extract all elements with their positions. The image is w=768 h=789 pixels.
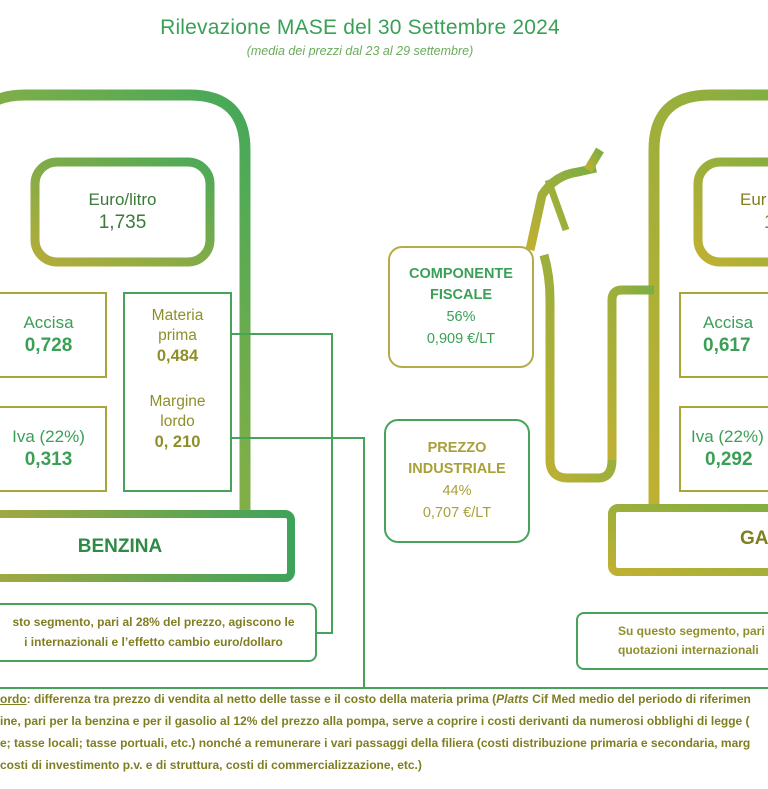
prezzo-industriale-percent: 44%: [442, 483, 472, 499]
benzina-iva-label: Iva (22%): [12, 426, 85, 446]
nozzle-spout: [544, 178, 570, 232]
footnote: ordo: differenza tra prezzo di vendita a…: [0, 688, 768, 776]
right-pump-base: [608, 504, 768, 576]
benzina-industrial-box: Materia prima 0,484 Margine lordo 0, 210: [123, 292, 232, 492]
componente-fiscale-box: COMPONENTE FISCALE 56% 0,909 €/LT: [388, 246, 534, 368]
gasolio-price-display: Eur 1: [708, 172, 768, 252]
nozzle-hose: [539, 253, 617, 483]
benzina-margine-value: 0, 210: [154, 433, 201, 451]
right-pump-body: [648, 89, 768, 520]
gasolio-note-box: Su questo segmento, pari quotazioni inte…: [576, 612, 768, 670]
nozzle-tip: [584, 147, 604, 173]
footnote-line-1-text: : differenza tra prezzo di vendita al ne…: [26, 692, 497, 706]
prezzo-industriale-value: 0,707 €/LT: [422, 504, 492, 521]
benzina-note-line-2: i internazionali e l’effetto cambio euro…: [24, 634, 283, 649]
componente-fiscale-percent: 56%: [446, 309, 476, 325]
gasolio-price-value: 1: [740, 211, 768, 236]
connector-margine-to-footnote: [231, 437, 365, 688]
componente-fiscale-title-1: COMPONENTE: [409, 265, 513, 282]
footnote-line-1-rest: Cif Med medio del periodo di riferimen: [528, 692, 751, 706]
nozzle-pipe: [607, 285, 654, 460]
gasolio-accisa-label: Accisa: [703, 312, 754, 332]
benzina-price-display: Euro/litro 1,735: [45, 172, 200, 252]
benzina-price-value: 1,735: [98, 211, 147, 233]
footnote-line-3: e; tasse locali; tasse portuali, etc.) n…: [0, 736, 751, 750]
benzina-note-line-1: sto segmento, pari al 28% del prezzo, ag…: [12, 615, 295, 630]
benzina-materia-value: 0,484: [156, 347, 199, 366]
gasolio-note-line-2: quotazioni internazionali: [618, 643, 759, 657]
benzina-label: BENZINA: [77, 536, 163, 557]
gasolio-accisa-box: Accisa 0,617: [679, 292, 768, 378]
benzina-accisa-value: 0,728: [24, 334, 73, 356]
componente-fiscale-title-2: FISCALE: [429, 287, 493, 304]
componente-fiscale-value: 0,909 €/LT: [426, 330, 496, 347]
prezzo-industriale-box: PREZZO INDUSTRIALE 44% 0,707 €/LT: [384, 419, 530, 543]
page-subtitle: (media dei prezzi dal 23 al 29 settembre…: [246, 44, 474, 58]
left-pump-screen: [30, 157, 215, 267]
benzina-price-label: Euro/litro: [88, 189, 157, 209]
nozzle-handle: [525, 163, 597, 251]
benzina-margine-label-2: lordo: [160, 412, 195, 430]
benzina-materia-label-2: prima: [158, 327, 197, 345]
gasolio-note-line-1: Su questo segmento, pari: [618, 623, 765, 638]
benzina-accisa-label: Accisa: [23, 312, 74, 332]
gasolio-iva-box: Iva (22%) 0,292: [679, 406, 768, 492]
connector-materia-to-note: [231, 333, 333, 634]
footnote-line-2: ine, pari per la benzina e per il gasoli…: [0, 714, 750, 728]
benzina-iva-box: Iva (22%) 0,313: [0, 406, 107, 492]
gasolio-price-label: Eur: [740, 189, 767, 209]
right-pump-screen: [693, 157, 768, 267]
footnote-line-1: ordo: differenza tra prezzo di vendita a…: [0, 688, 768, 710]
benzina-materia-label-1: Materia: [151, 307, 204, 324]
gasolio-iva-label: Iva (22%): [691, 426, 764, 446]
footnote-line-4: costi di investimento p.v. e di struttur…: [0, 758, 422, 772]
page-title: Rilevazione MASE del 30 Settembre 2024: [160, 16, 560, 39]
benzina-margine-label-1: Margine: [149, 392, 206, 410]
footnote-term: ordo: [0, 692, 27, 706]
prezzo-industriale-title-2: INDUSTRIALE: [408, 461, 506, 478]
benzina-accisa-box: Accisa 0,728: [0, 292, 107, 378]
benzina-note-box: sto segmento, pari al 28% del prezzo, ag…: [0, 603, 317, 662]
prezzo-industriale-title-1: PREZZO: [427, 439, 487, 456]
benzina-iva-value: 0,313: [24, 448, 73, 470]
footnote-platts: Platts: [496, 692, 529, 706]
gasolio-iva-value: 0,292: [705, 448, 753, 470]
gasolio-accisa-value: 0,617: [703, 334, 751, 356]
gasolio-label: GA: [740, 528, 768, 549]
left-pump-base: [0, 510, 295, 582]
left-pump-body: [0, 89, 251, 520]
